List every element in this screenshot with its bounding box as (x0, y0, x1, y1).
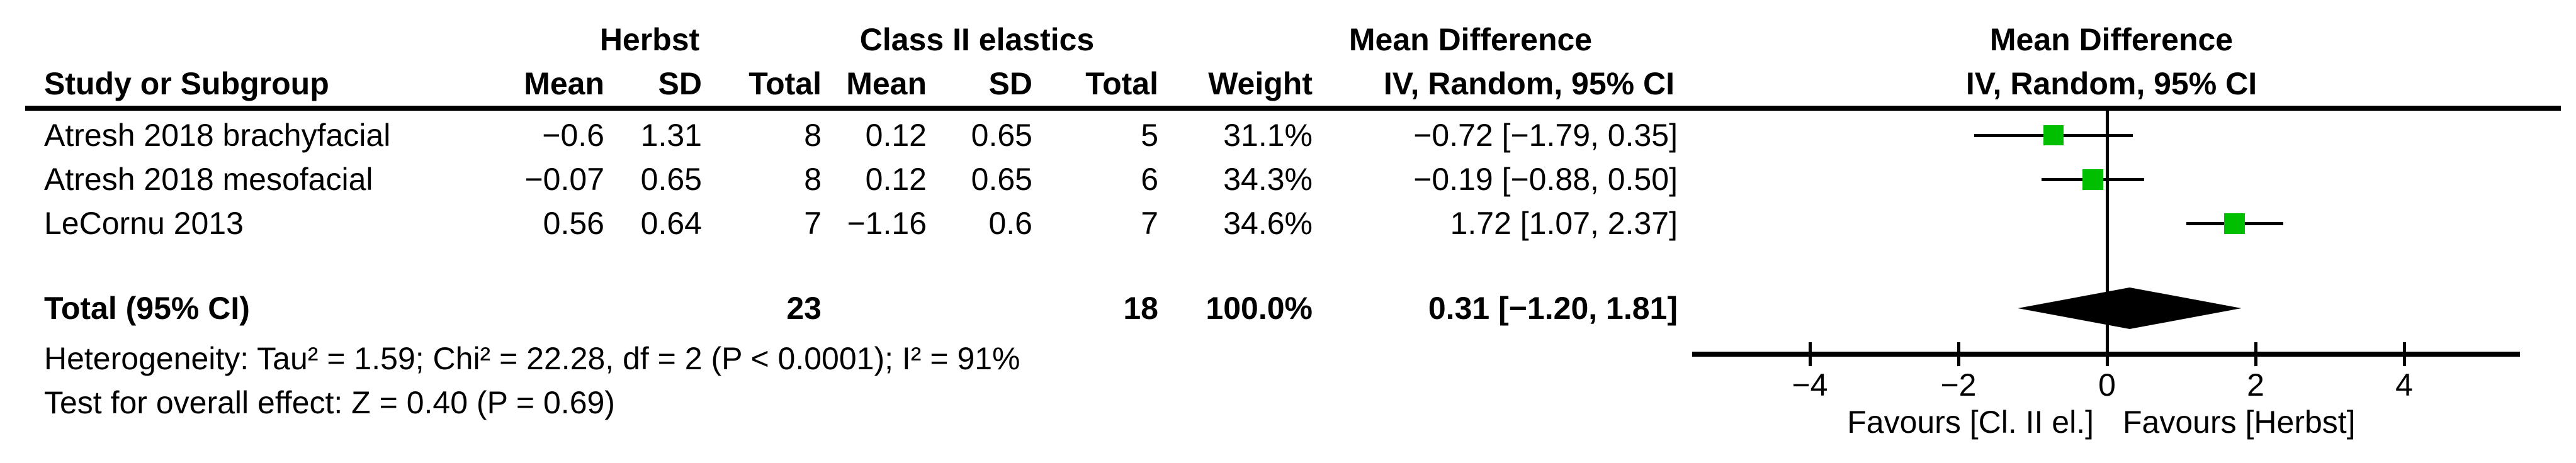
class2-total: 7 (1141, 206, 1158, 241)
axis-tick (2106, 342, 2109, 366)
group-header-mean-difference: Mean Difference (1348, 22, 1593, 57)
study-name: Atresh 2018 mesofacial (44, 162, 373, 197)
class2-mean: 0.12 (865, 118, 927, 153)
axis-tick-label: 4 (2395, 367, 2413, 403)
herbst-sd: 0.65 (640, 162, 702, 197)
total-ci-text: 0.31 [−1.20, 1.81] (1428, 291, 1678, 326)
axis-tick (2254, 342, 2257, 366)
group-header-class2: Class II elastics (859, 22, 1095, 57)
herbst-total: 8 (804, 118, 822, 153)
total-diamond (2018, 287, 2242, 329)
class2-sd: 0.65 (971, 162, 1032, 197)
axis-tick-label: −4 (1792, 367, 1828, 403)
ci-text: −0.19 [−0.88, 0.50] (1413, 162, 1678, 197)
ci-text: −0.72 [−1.79, 0.35] (1413, 118, 1678, 153)
herbst-total: 8 (804, 162, 822, 197)
study-name: Atresh 2018 brachyfacial (44, 118, 391, 153)
weight-value: 34.6% (1223, 206, 1313, 241)
favours-right-label: Favours [Herbst] (2123, 404, 2356, 440)
plot-header-iv-random: IV, Random, 95% CI (1965, 66, 2257, 101)
weight-value: 31.1% (1223, 118, 1313, 153)
total-weight: 100.0% (1206, 291, 1313, 326)
col-header-herbst-sd: SD (658, 66, 702, 101)
heterogeneity-text: Heterogeneity: Tau² = 1.59; Chi² = 22.28… (44, 341, 1020, 376)
favours-left-label: Favours [Cl. II el.] (1847, 404, 2094, 440)
total-class2-n: 18 (1123, 291, 1158, 326)
col-header-study: Study or Subgroup (44, 66, 329, 101)
plot-header-mean-difference: Mean Difference (1989, 22, 2234, 57)
herbst-mean: −0.07 (524, 162, 604, 197)
group-header-herbst: Herbst (599, 22, 700, 57)
ci-text: 1.72 [1.07, 2.37] (1450, 206, 1678, 241)
study-marker (2043, 125, 2064, 145)
axis-tick-label: 0 (2098, 367, 2116, 403)
class2-mean: −1.16 (847, 206, 927, 241)
header-rule (25, 106, 2561, 111)
col-header-class2-total: Total (1085, 66, 1158, 101)
col-header-iv-random: IV, Random, 95% CI (1383, 66, 1675, 101)
herbst-sd: 0.64 (640, 206, 702, 241)
class2-mean: 0.12 (865, 162, 927, 197)
study-marker (2224, 213, 2246, 234)
axis-tick-label: −2 (1940, 367, 1977, 403)
class2-sd: 0.6 (988, 206, 1032, 241)
herbst-mean: −0.6 (542, 118, 604, 153)
herbst-sd: 1.31 (640, 118, 702, 153)
col-header-weight: Weight (1208, 66, 1313, 101)
class2-sd: 0.65 (971, 118, 1032, 153)
overall-effect-text: Test for overall effect: Z = 0.40 (P = 0… (44, 385, 615, 420)
axis-tick-label: 2 (2247, 367, 2264, 403)
herbst-mean: 0.56 (543, 206, 604, 241)
total-label: Total (95% CI) (44, 291, 250, 326)
herbst-total: 7 (804, 206, 822, 241)
study-name: LeCornu 2013 (44, 206, 244, 241)
axis-tick (2403, 342, 2406, 366)
col-header-class2-mean: Mean (846, 66, 927, 101)
study-marker (2082, 169, 2104, 190)
zero-line (2106, 111, 2109, 356)
col-header-herbst-total: Total (749, 66, 822, 101)
col-header-herbst-mean: Mean (524, 66, 604, 101)
weight-value: 34.3% (1223, 162, 1313, 197)
total-herbst-n: 23 (786, 291, 822, 326)
col-header-class2-sd: SD (988, 66, 1032, 101)
class2-total: 5 (1141, 118, 1158, 153)
axis-tick (1809, 342, 1812, 366)
class2-total: 6 (1141, 162, 1158, 197)
axis-tick (1957, 342, 1960, 366)
